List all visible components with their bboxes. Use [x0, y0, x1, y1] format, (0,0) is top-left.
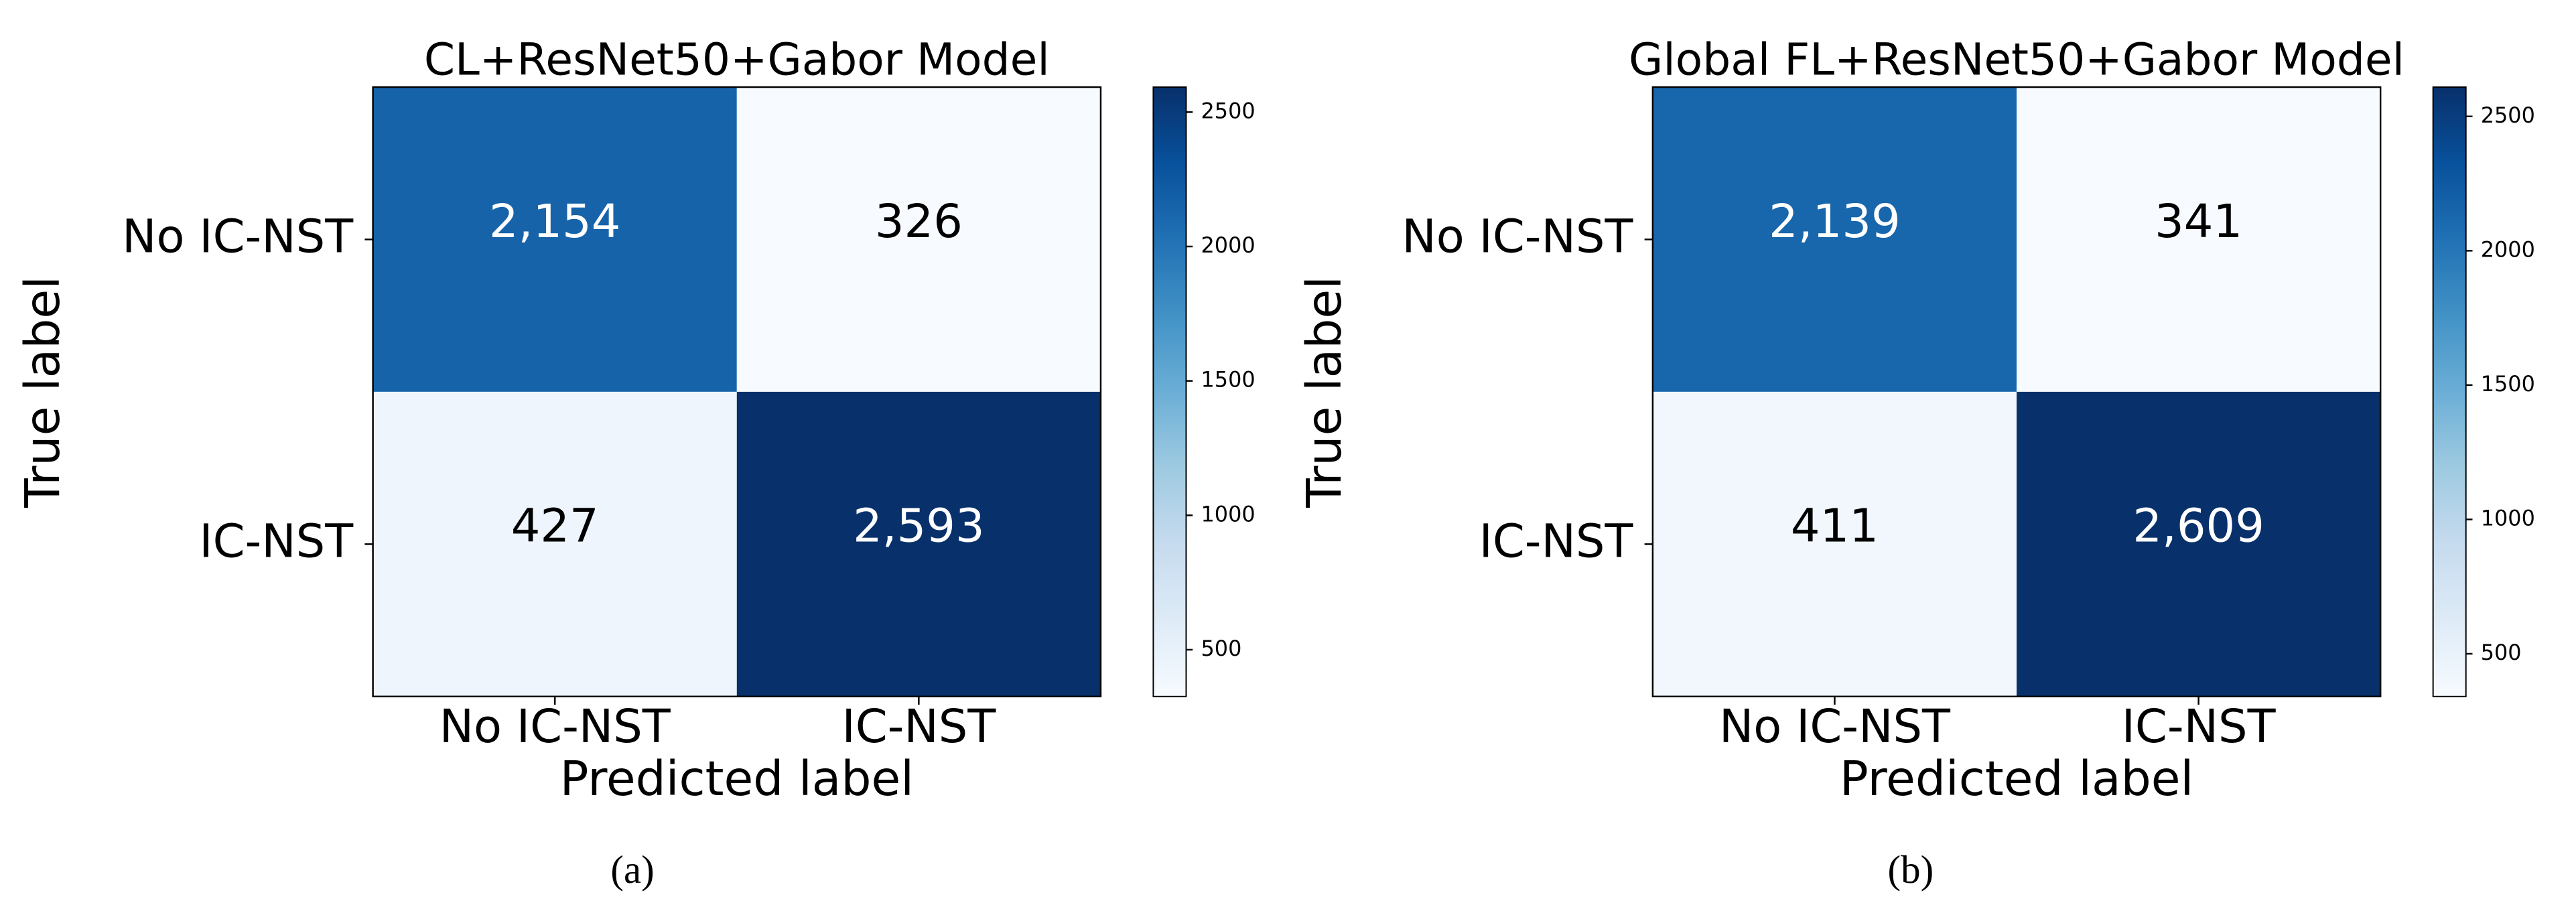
cell-label: 2,609	[2132, 500, 2264, 553]
plot-frame	[372, 86, 1102, 698]
colorbar-tick-label: 500	[2481, 640, 2522, 665]
plot-frame	[1651, 86, 2382, 698]
x-tick-label: No IC-NST	[439, 700, 671, 754]
colorbar-tick-label: 1500	[2481, 371, 2535, 397]
heatmap-cell	[1652, 391, 2017, 697]
caption: (b)	[1888, 848, 1934, 892]
colorbar-tick-label: 2000	[1201, 232, 1256, 258]
x-tick-label: IC-NST	[2122, 700, 2277, 754]
colorbar	[1152, 86, 1187, 697]
y-tick-label: IC-NST	[199, 514, 354, 568]
x-tick-label: IC-NST	[841, 700, 996, 754]
y-axis-label: True label	[15, 276, 70, 508]
cell-label: 411	[1791, 500, 1879, 553]
cell-label: 341	[2155, 195, 2242, 249]
colorbar-tick-label: 500	[1201, 636, 1242, 661]
caption: (a)	[610, 848, 654, 892]
cell-label: 2,593	[853, 500, 985, 553]
heatmap-cell	[1652, 87, 2017, 392]
heatmap-cell	[736, 391, 1101, 697]
heatmap-cell	[372, 87, 737, 392]
cell-label: 2,154	[489, 195, 621, 249]
x-axis-label: Predicted label	[1840, 751, 2193, 806]
y-axis-label: True label	[1296, 276, 1352, 508]
cell-label: 326	[875, 195, 963, 249]
colorbar	[2432, 86, 2467, 697]
cell-label: 2,139	[1769, 195, 1901, 249]
chart-title: CL+ResNet50+Gabor Model	[424, 33, 1050, 85]
y-tick-label: No IC-NST	[1402, 210, 1633, 264]
colorbar-tick-label: 1500	[1201, 367, 1256, 393]
colorbar-tick-label: 2500	[1201, 98, 1256, 123]
heatmap-cell	[736, 87, 1101, 392]
heatmap-cell	[2017, 391, 2381, 697]
cell-label: 427	[511, 500, 599, 553]
y-tick-label: IC-NST	[1479, 514, 1634, 568]
chart-title: Global FL+ResNet50+Gabor Model	[1629, 33, 2404, 85]
colorbar-tick-label: 2000	[2481, 236, 2535, 262]
colorbar-tick-label: 1000	[2481, 505, 2535, 531]
y-tick-label: No IC-NST	[122, 210, 354, 264]
x-tick-label: No IC-NST	[1719, 700, 1951, 754]
colorbar-tick-label: 2500	[2481, 102, 2535, 128]
heatmap-cell	[372, 391, 737, 697]
colorbar-tick-label: 1000	[1201, 501, 1256, 526]
heatmap-cell	[2017, 87, 2381, 392]
x-axis-label: Predicted label	[560, 751, 914, 806]
